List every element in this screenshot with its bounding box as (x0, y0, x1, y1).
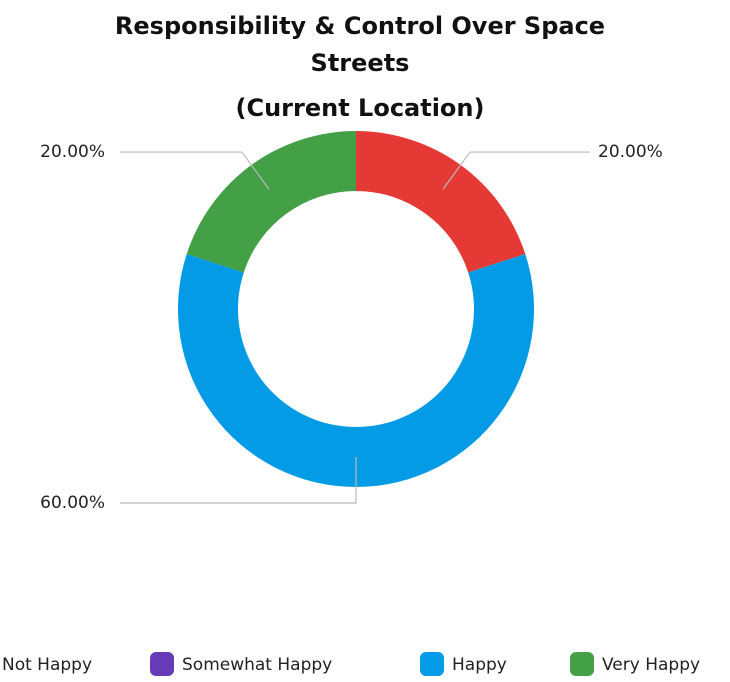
donut-segment (356, 131, 526, 273)
legend-label: Very Happy (602, 655, 700, 675)
data-label: 60.00% (40, 493, 105, 513)
leader-line (120, 151, 270, 190)
data-label: 20.00% (598, 142, 663, 162)
legend-label: Somewhat Happy (182, 655, 332, 675)
leader-line (120, 457, 357, 504)
donut-segment (178, 253, 535, 487)
chart-subtitle: (Current Location) (235, 94, 485, 122)
legend-marker (570, 652, 594, 676)
legend-label: Happy (452, 655, 507, 675)
donut-segment (186, 131, 356, 273)
legend-label: Not Happy (2, 655, 92, 675)
data-label: 20.00% (40, 142, 105, 162)
legend-marker (420, 652, 444, 676)
chart-title: Responsibility & Control Over Space Stre… (114, 12, 606, 77)
legend-marker (150, 652, 174, 676)
leader-line (442, 151, 590, 190)
